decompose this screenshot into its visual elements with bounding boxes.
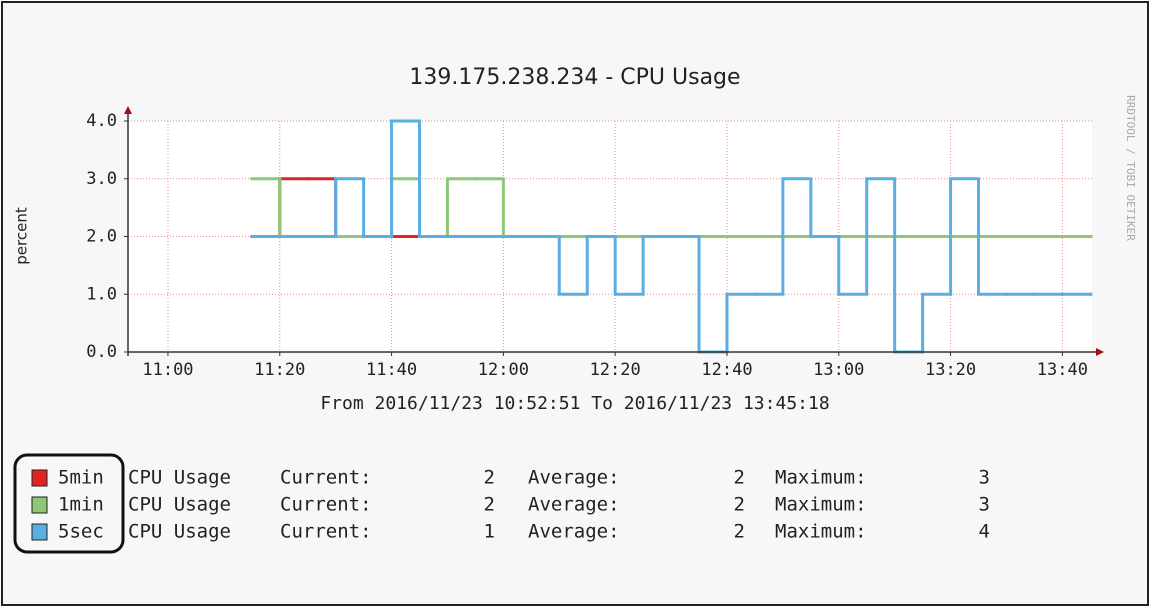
legend-value: 2	[734, 521, 745, 543]
legend-label: Maximum:	[775, 494, 867, 516]
x-tick-label: 13:00	[813, 360, 864, 380]
watermark: RRDTOOL / TOBI OETIKER	[1124, 95, 1137, 241]
legend-description: CPU Usage	[128, 494, 231, 516]
legend-description: CPU Usage	[128, 467, 231, 489]
legend-name: 5sec	[58, 521, 104, 543]
legend-value: 2	[484, 494, 495, 516]
y-tick-label: 2.0	[86, 227, 117, 247]
y-arrow	[124, 106, 132, 114]
legend-value: 3	[979, 467, 990, 489]
chart-title: 139.175.238.234 - CPU Usage	[409, 65, 740, 90]
legend-value: 2	[734, 494, 745, 516]
x-tick-label: 13:40	[1037, 360, 1088, 380]
legend-value: 3	[979, 494, 990, 516]
legend-label: Average:	[528, 467, 620, 489]
y-tick-label: 0.0	[86, 342, 117, 362]
legend-swatch	[31, 523, 48, 541]
legend-swatch	[31, 469, 48, 487]
axes	[124, 106, 1104, 356]
legend-label: Current:	[280, 521, 372, 543]
x-axis-label: From 2016/11/23 10:52:51 To 2016/11/23 1…	[320, 393, 829, 414]
x-tick-label: 11:00	[142, 360, 193, 380]
y-tick-label: 3.0	[86, 169, 117, 189]
legend-value: 2	[484, 467, 495, 489]
legend-description: CPU Usage	[128, 521, 231, 543]
x-tick-label: 13:20	[925, 360, 976, 380]
x-tick-label: 12:20	[590, 360, 641, 380]
legend-label: Maximum:	[775, 467, 867, 489]
x-tick-label: 12:00	[478, 360, 529, 380]
legend-label: Average:	[528, 521, 620, 543]
y-axis-label: percent	[13, 207, 31, 265]
legend-value: 4	[979, 521, 990, 543]
y-tick-label: 1.0	[86, 284, 117, 304]
x-tick-label: 12:40	[701, 360, 752, 380]
legend-label: Current:	[280, 494, 372, 516]
legend-highlight	[13, 453, 125, 554]
x-tick-label: 11:40	[366, 360, 417, 380]
legend-value: 1	[484, 521, 495, 543]
legend-value: 2	[734, 467, 745, 489]
legend: 5min CPU Usage Current: 2 Average: 2 Maximum: 3…	[31, 467, 990, 543]
legend-name: 1min	[58, 494, 104, 516]
legend-label: Maximum:	[775, 521, 867, 543]
legend-label: Average:	[528, 494, 620, 516]
legend-label: Current:	[280, 467, 372, 489]
legend-name: 5min	[58, 467, 104, 489]
x-arrow	[1096, 348, 1104, 356]
x-tick-label: 11:20	[254, 360, 305, 380]
y-tick-label: 4.0	[86, 111, 117, 131]
legend-swatch	[31, 496, 48, 514]
